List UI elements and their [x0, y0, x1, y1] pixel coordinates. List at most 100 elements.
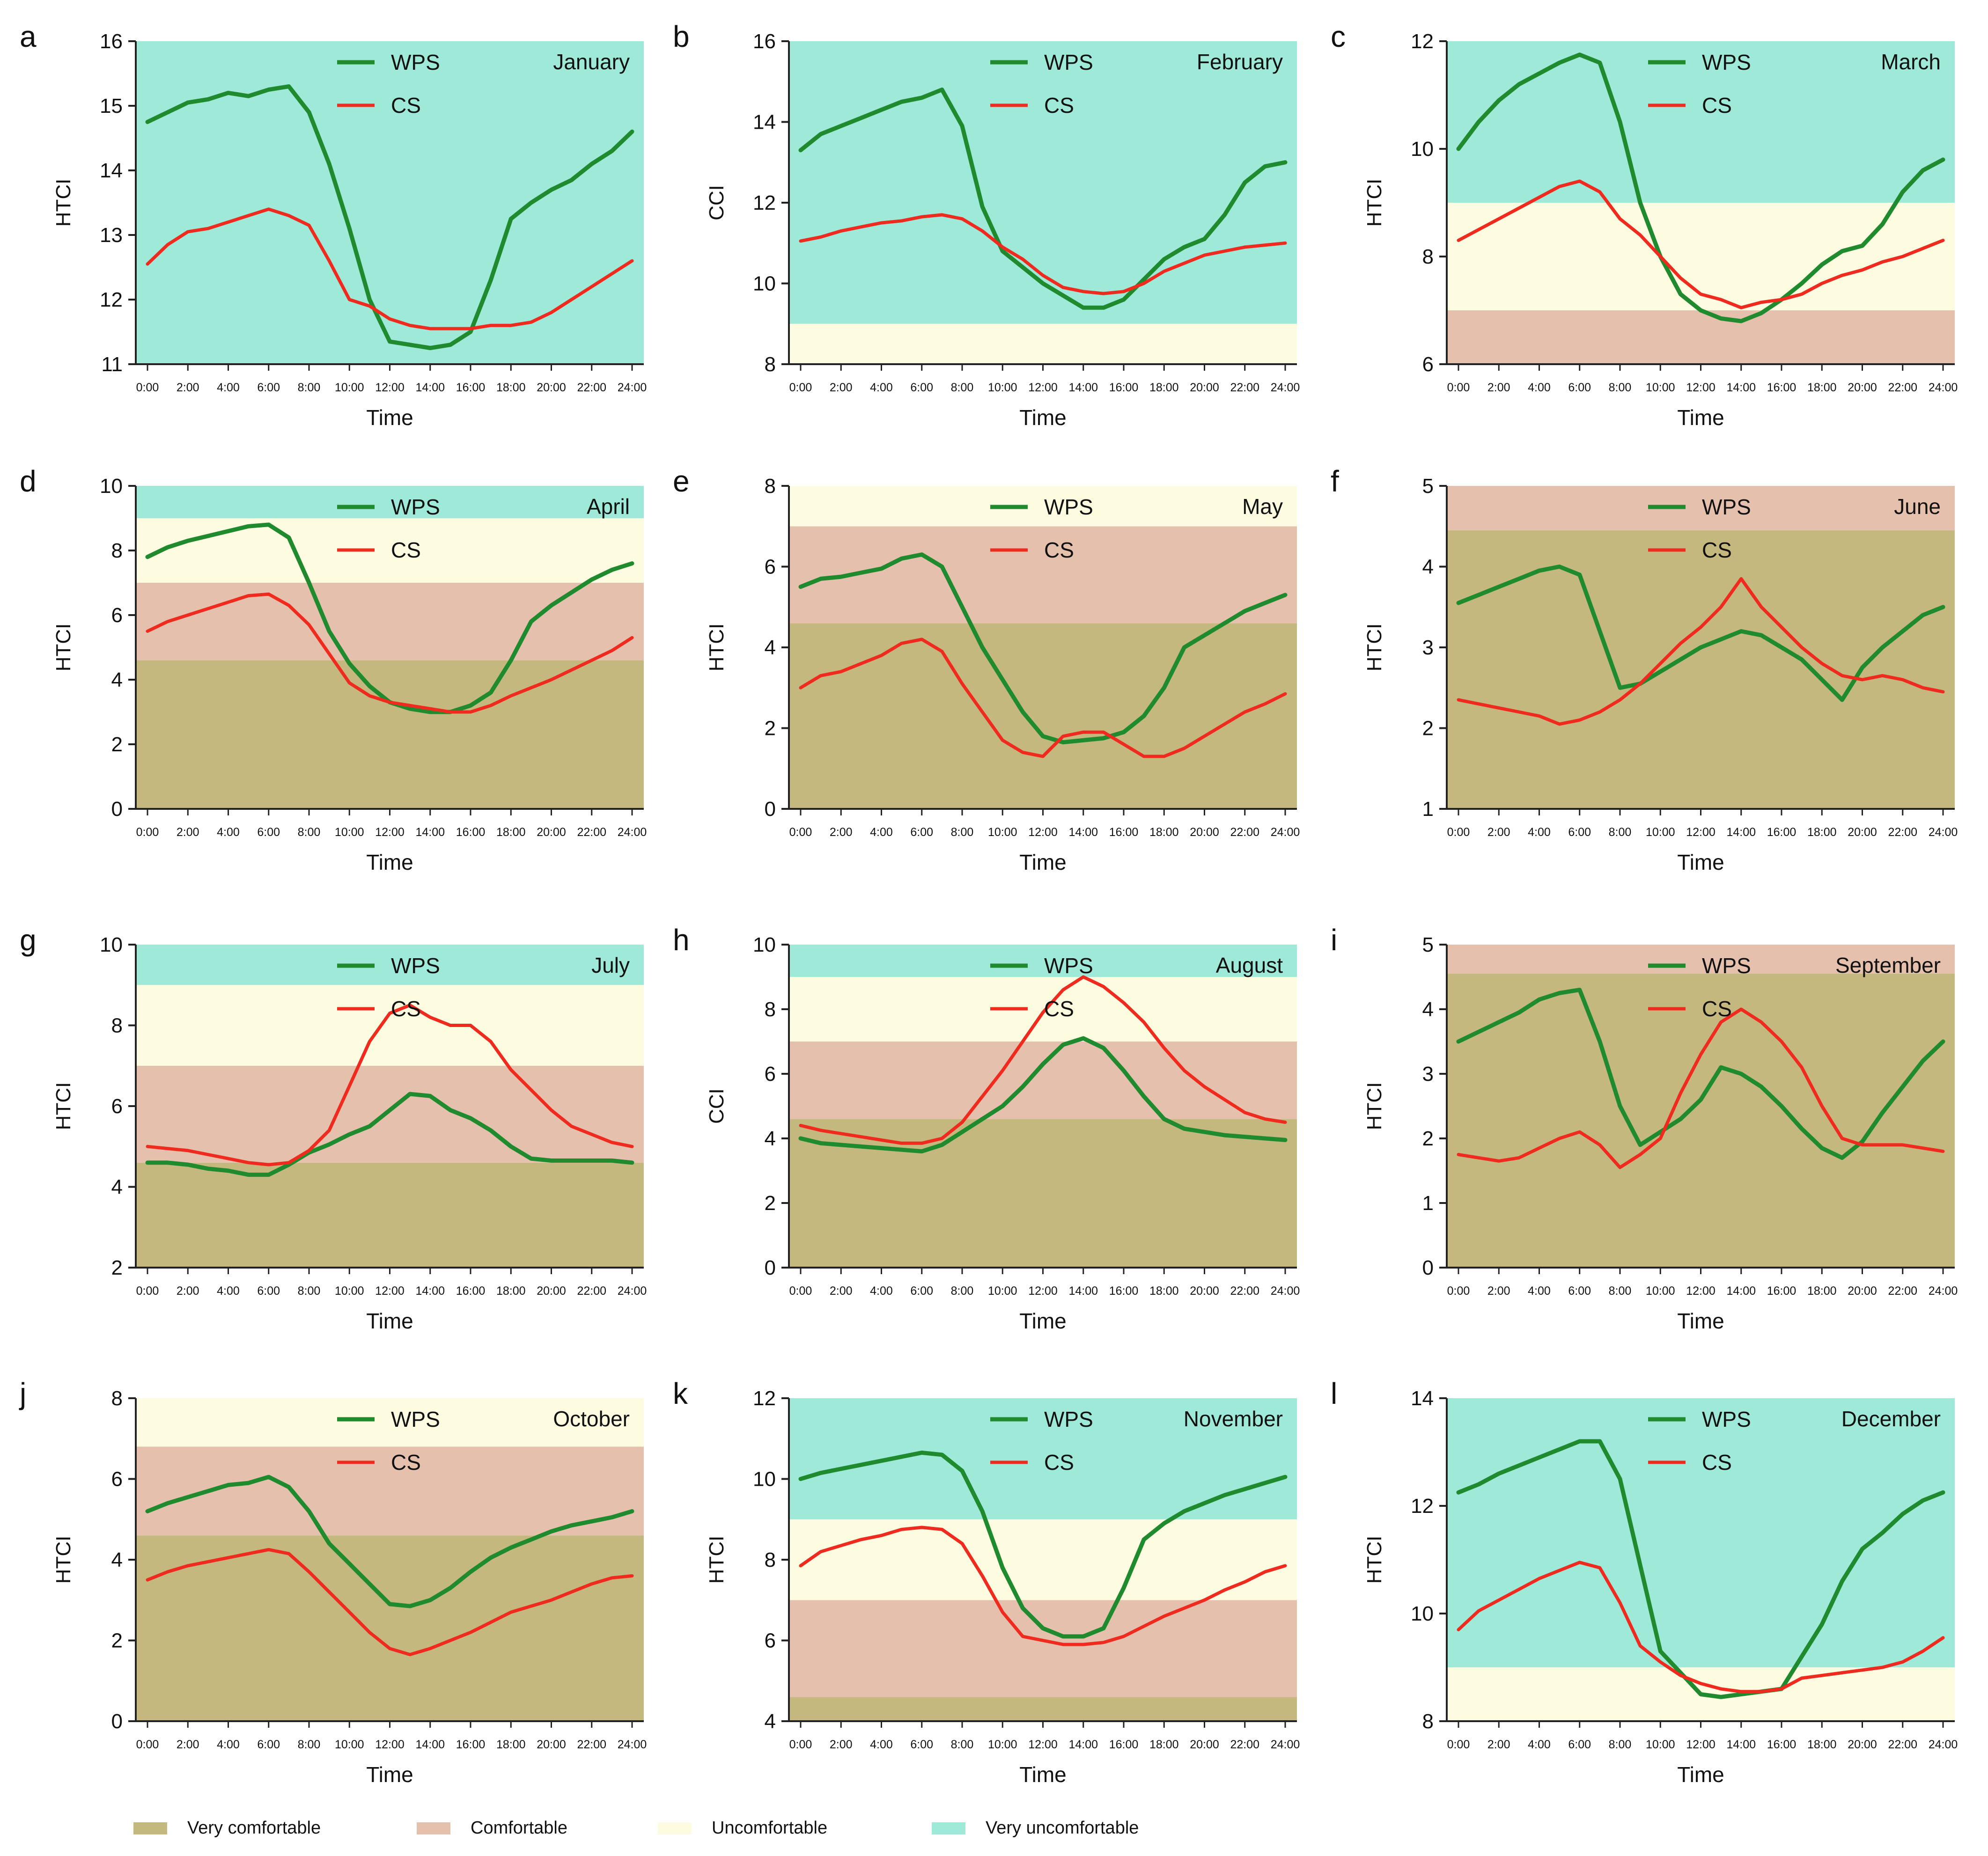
y-tick-label: 16: [100, 30, 123, 53]
legend-label-cs: CS: [391, 1450, 421, 1475]
x-tick-label: 18:00: [496, 826, 526, 839]
x-tick-label: 24:00: [1271, 826, 1300, 839]
x-tick-label: 20:00: [537, 1738, 566, 1751]
legend-swatch-very-uncomfortable: [932, 1822, 965, 1834]
chart-panel-a: a 11 12 13 14 15 16 0:00 2:00 4:00 6:00 8:00 10:00 12…: [20, 20, 647, 430]
x-tick-label: 22:00: [1230, 381, 1259, 394]
x-tick-label: 0:00: [1447, 1284, 1470, 1298]
x-tick-label: 2:00: [1487, 1284, 1510, 1298]
month-title: April: [587, 494, 630, 519]
x-tick-label: 0:00: [136, 826, 159, 839]
x-tick-label: 16:00: [456, 826, 486, 839]
x-tick-label: 14:00: [1068, 381, 1098, 394]
legend-label-wps: WPS: [1044, 1407, 1093, 1431]
x-tick-label: 18:00: [1149, 1738, 1179, 1751]
y-tick-label: 12: [1411, 30, 1434, 53]
x-tick-label: 0:00: [789, 826, 812, 839]
y-axis-label: HTCI: [705, 1536, 728, 1584]
y-axis-label: HTCI: [52, 624, 75, 672]
zone-band-very-comfortable: [789, 1697, 1297, 1721]
y-axis-label: HTCI: [52, 1082, 75, 1130]
x-tick-label: 12:00: [375, 1738, 405, 1751]
x-tick-label: 20:00: [1190, 1284, 1219, 1298]
zone-band-uncomfortable: [789, 977, 1297, 1042]
zone-band-very-uncomfortable: [136, 41, 644, 364]
y-tick-label: 1: [1422, 798, 1434, 821]
x-tick-label: 4:00: [1528, 1738, 1551, 1751]
legend-label-cs: CS: [1702, 93, 1732, 117]
x-tick-label: 24:00: [1929, 826, 1958, 839]
x-tick-label: 10:00: [1646, 1284, 1675, 1298]
chart-panel-i: i 0 1 2 3 4 5 0:00 2:00 4:00 6:00 8:00 10:00 12:00 14:…: [1331, 923, 1958, 1333]
x-tick-label: 8:00: [1609, 1738, 1632, 1751]
panel-letter: g: [20, 923, 37, 957]
x-tick-label: 16:00: [1109, 826, 1139, 839]
x-tick-label: 16:00: [456, 1284, 486, 1298]
chart-panel-l: l 8 10 12 14 0:00 2:00 4:00 6:00 8:00 10:00 12:00 14…: [1331, 1377, 1958, 1787]
series-line-cs: [1457, 1007, 1945, 1169]
legend-label-cs: CS: [1044, 93, 1074, 117]
x-tick-label: 12:00: [1686, 1738, 1716, 1751]
x-tick-label: 6:00: [910, 1284, 933, 1298]
x-axis-label: Time: [1019, 405, 1067, 430]
panel-letter: b: [673, 20, 690, 53]
y-tick-label: 12: [100, 288, 123, 311]
x-tick-label: 0:00: [789, 1284, 812, 1298]
x-tick-label: 16:00: [1767, 1738, 1797, 1751]
x-tick-label: 22:00: [577, 381, 606, 394]
x-tick-label: 22:00: [1888, 1738, 1917, 1751]
x-tick-label: 10:00: [988, 1738, 1017, 1751]
chart-panel-e: e 0 2 4 6 8 0:00 2:00 4:00 6:00 8:00 10:00 12:00 14:0…: [673, 464, 1300, 874]
y-axis-label: HTCI: [1363, 1536, 1386, 1584]
x-tick-label: 20:00: [1190, 1738, 1219, 1751]
x-axis-label: Time: [1019, 1762, 1067, 1787]
series-line-cs: [146, 592, 634, 714]
zone-band-uncomfortable: [789, 1519, 1297, 1600]
legend-label-cs: CS: [391, 93, 421, 117]
y-tick-label: 11: [101, 353, 123, 376]
zone-band-uncomfortable: [789, 486, 1297, 527]
y-tick-label: 5: [1422, 933, 1434, 956]
x-tick-label: 0:00: [136, 1738, 159, 1751]
month-title: December: [1841, 1407, 1941, 1431]
x-tick-label: 0:00: [1447, 381, 1470, 394]
x-tick-label: 24:00: [618, 1738, 647, 1751]
x-tick-label: 14:00: [1068, 826, 1098, 839]
series-line-wps: [145, 84, 634, 350]
y-axis-label: CCI: [705, 1088, 728, 1124]
y-tick-label: 10: [753, 933, 776, 956]
month-title: January: [553, 50, 630, 74]
y-tick-label: 14: [100, 159, 123, 182]
x-tick-label: 6:00: [257, 1738, 280, 1751]
x-tick-label: 18:00: [496, 381, 526, 394]
x-tick-label: 4:00: [217, 381, 240, 394]
x-tick-label: 12:00: [375, 1284, 405, 1298]
x-tick-label: 12:00: [1028, 826, 1058, 839]
x-tick-label: 2:00: [1487, 381, 1510, 394]
x-tick-label: 16:00: [1109, 381, 1139, 394]
legend-label-very-uncomfortable: Very uncomfortable: [986, 1818, 1139, 1838]
series-line-wps: [1456, 565, 1945, 702]
zone-band-very-comfortable: [789, 1119, 1297, 1268]
x-tick-label: 16:00: [1767, 1284, 1797, 1298]
y-tick-label: 3: [1422, 1063, 1434, 1086]
x-tick-label: 6:00: [1568, 381, 1591, 394]
x-tick-label: 10:00: [335, 1738, 364, 1751]
x-tick-label: 18:00: [1807, 826, 1837, 839]
x-tick-label: 14:00: [1068, 1284, 1098, 1298]
x-tick-label: 24:00: [1271, 381, 1300, 394]
legend-label-wps: WPS: [1044, 954, 1093, 978]
y-tick-label: 8: [765, 353, 776, 376]
series-line-cs: [1457, 577, 1945, 726]
x-tick-label: 8:00: [298, 381, 321, 394]
y-tick-label: 1: [1422, 1192, 1434, 1215]
x-axis-label: Time: [1677, 850, 1724, 874]
y-tick-label: 8: [111, 1014, 123, 1037]
x-axis-label: Time: [366, 850, 413, 874]
x-tick-label: 14:00: [1726, 381, 1756, 394]
x-tick-label: 2:00: [177, 826, 199, 839]
y-tick-label: 6: [765, 1063, 776, 1086]
x-tick-label: 2:00: [1487, 826, 1510, 839]
x-tick-label: 2:00: [177, 381, 199, 394]
x-tick-label: 20:00: [537, 381, 566, 394]
